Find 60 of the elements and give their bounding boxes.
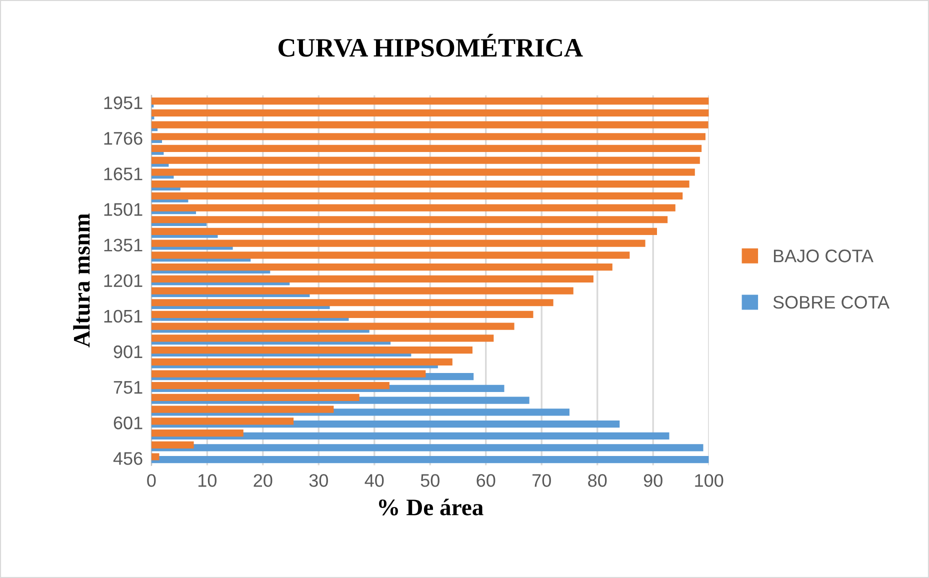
legend-label: BAJO COTA [774,250,874,262]
y-tick-label: 901 [114,345,142,358]
bar [151,133,706,140]
legend-label: SOBRE COTA [773,296,890,309]
bar [151,275,594,282]
bar [151,228,657,236]
y-tick-label: 1501 [104,203,142,216]
x-tick-label: 100 [695,474,724,487]
bar [151,334,494,342]
bar [151,192,683,200]
bar [151,109,709,116]
y-tick-label: 601 [114,416,142,430]
x-tick-label: 70 [532,474,551,487]
bar [151,418,294,425]
bar [151,180,690,188]
bar [151,358,452,366]
x-axis-title: % De área [378,498,484,516]
bar [151,252,630,259]
bar [151,456,709,464]
chart-title: CURVA HIPSOMÉTRICA [278,34,583,57]
bar [151,444,704,452]
bar [151,263,612,271]
bar [151,216,668,224]
x-tick-label: 90 [644,474,662,487]
y-tick-label: 456 [113,452,142,465]
y-tick-label: 1351 [104,238,142,252]
bar [151,429,244,437]
bar [151,382,390,390]
bar [151,453,160,460]
bar [151,204,676,212]
bar [151,394,360,402]
x-tick-label: 80 [588,474,607,487]
y-tick-label: 1766 [104,132,142,145]
y-tick-label: 1951 [104,96,142,110]
bar [151,322,514,330]
x-tick-label: 30 [309,474,328,487]
x-tick-label: 50 [420,474,440,487]
y-tick-label: 751 [114,381,142,394]
y-axis-title: Altura msnm [73,214,90,348]
x-tick-label: 20 [254,474,272,487]
bar [151,346,472,354]
bar [151,98,709,105]
x-tick-label: 10 [198,474,217,487]
bar [151,240,646,247]
bar [151,156,700,164]
y-tick-label: 1051 [104,310,142,323]
x-tick-label: 0 [147,474,156,487]
bar [151,441,194,448]
y-tick-label: 1201 [104,274,142,288]
bar [151,168,695,176]
bar [151,121,708,128]
x-tick-label: 60 [476,474,496,487]
bar [151,287,574,294]
bar [151,370,426,378]
bar [151,406,334,413]
y-tick-label: 1651 [104,168,142,180]
bar [151,144,702,152]
bar [151,310,534,318]
x-tick-label: 40 [364,474,384,487]
bar [151,299,554,306]
